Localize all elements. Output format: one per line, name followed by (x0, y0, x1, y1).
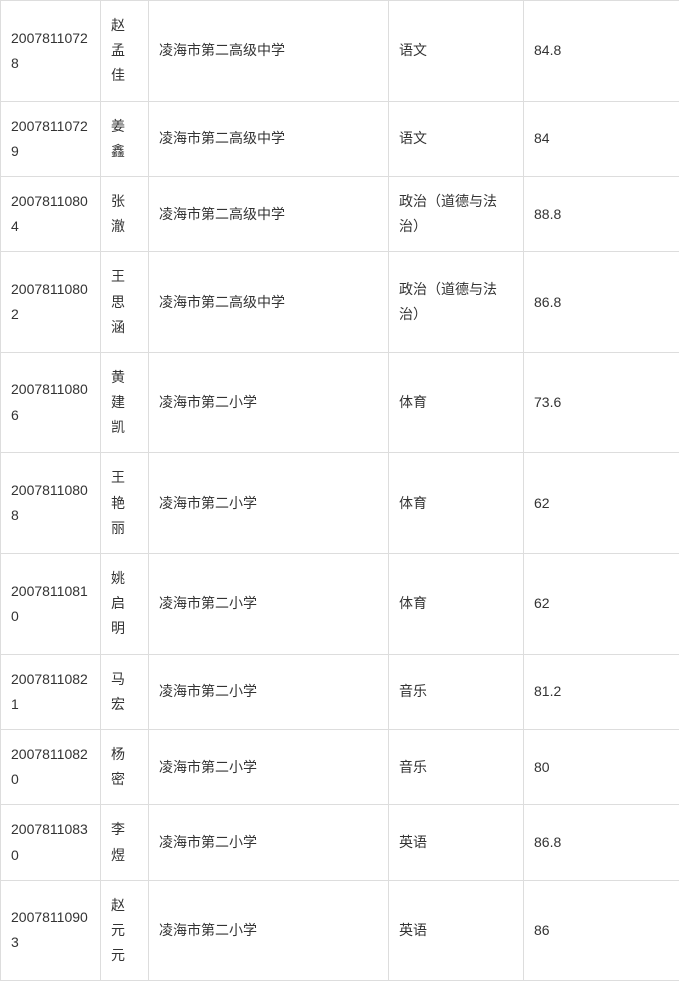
cell-score: 86 (524, 880, 679, 981)
table-row: 20078110728赵孟佳凌海市第二高级中学语文84.8 (1, 1, 679, 102)
cell-name: 王思涵 (101, 252, 149, 353)
cell-score: 86.8 (524, 252, 679, 353)
cell-score: 81.2 (524, 654, 679, 729)
table-row: 20078110806黄建凯凌海市第二小学体育73.6 (1, 352, 679, 453)
cell-name: 黄建凯 (101, 352, 149, 453)
cell-school: 凌海市第二小学 (149, 554, 389, 655)
cell-score: 80 (524, 729, 679, 804)
cell-school: 凌海市第二小学 (149, 654, 389, 729)
cell-id: 20078110806 (1, 352, 101, 453)
cell-subject: 体育 (389, 453, 524, 554)
table-row: 20078110820杨密凌海市第二小学音乐80 (1, 729, 679, 804)
table-row: 20078110804张澈凌海市第二高级中学政治（道德与法治）88.8 (1, 176, 679, 251)
cell-subject: 体育 (389, 352, 524, 453)
cell-school: 凌海市第二小学 (149, 352, 389, 453)
results-table: 20078110728赵孟佳凌海市第二高级中学语文84.820078110729… (0, 0, 679, 981)
cell-school: 凌海市第二高级中学 (149, 176, 389, 251)
cell-name: 赵元元 (101, 880, 149, 981)
cell-name: 赵孟佳 (101, 1, 149, 102)
cell-id: 20078110903 (1, 880, 101, 981)
cell-school: 凌海市第二小学 (149, 805, 389, 880)
cell-id: 20078110820 (1, 729, 101, 804)
cell-id: 20078110830 (1, 805, 101, 880)
table-row: 20078110808王艳丽凌海市第二小学体育62 (1, 453, 679, 554)
table-row: 20078110903赵元元凌海市第二小学英语86 (1, 880, 679, 981)
cell-subject: 英语 (389, 805, 524, 880)
cell-subject: 英语 (389, 880, 524, 981)
cell-score: 62 (524, 453, 679, 554)
table-row: 20078110821马宏凌海市第二小学音乐81.2 (1, 654, 679, 729)
cell-subject: 音乐 (389, 729, 524, 804)
cell-name: 马宏 (101, 654, 149, 729)
cell-score: 62 (524, 554, 679, 655)
cell-school: 凌海市第二高级中学 (149, 1, 389, 102)
cell-id: 20078110808 (1, 453, 101, 554)
cell-id: 20078110728 (1, 1, 101, 102)
table-row: 20078110810姚启明凌海市第二小学体育62 (1, 554, 679, 655)
cell-subject: 音乐 (389, 654, 524, 729)
cell-score: 86.8 (524, 805, 679, 880)
cell-id: 20078110729 (1, 101, 101, 176)
cell-score: 88.8 (524, 176, 679, 251)
cell-subject: 体育 (389, 554, 524, 655)
cell-school: 凌海市第二小学 (149, 453, 389, 554)
cell-id: 20078110821 (1, 654, 101, 729)
cell-name: 杨密 (101, 729, 149, 804)
cell-id: 20078110804 (1, 176, 101, 251)
cell-name: 张澈 (101, 176, 149, 251)
cell-subject: 政治（道德与法治） (389, 176, 524, 251)
cell-school: 凌海市第二小学 (149, 729, 389, 804)
cell-subject: 语文 (389, 101, 524, 176)
cell-school: 凌海市第二高级中学 (149, 252, 389, 353)
cell-name: 姜鑫 (101, 101, 149, 176)
cell-score: 73.6 (524, 352, 679, 453)
table-row: 20078110729姜鑫凌海市第二高级中学语文84 (1, 101, 679, 176)
cell-name: 王艳丽 (101, 453, 149, 554)
table-row: 20078110830李煜凌海市第二小学英语86.8 (1, 805, 679, 880)
cell-id: 20078110810 (1, 554, 101, 655)
cell-school: 凌海市第二小学 (149, 880, 389, 981)
table-row: 20078110802王思涵凌海市第二高级中学政治（道德与法治）86.8 (1, 252, 679, 353)
cell-id: 20078110802 (1, 252, 101, 353)
cell-subject: 语文 (389, 1, 524, 102)
cell-name: 李煜 (101, 805, 149, 880)
cell-subject: 政治（道德与法治） (389, 252, 524, 353)
cell-school: 凌海市第二高级中学 (149, 101, 389, 176)
cell-score: 84.8 (524, 1, 679, 102)
cell-name: 姚启明 (101, 554, 149, 655)
table-body: 20078110728赵孟佳凌海市第二高级中学语文84.820078110729… (1, 1, 679, 981)
cell-score: 84 (524, 101, 679, 176)
